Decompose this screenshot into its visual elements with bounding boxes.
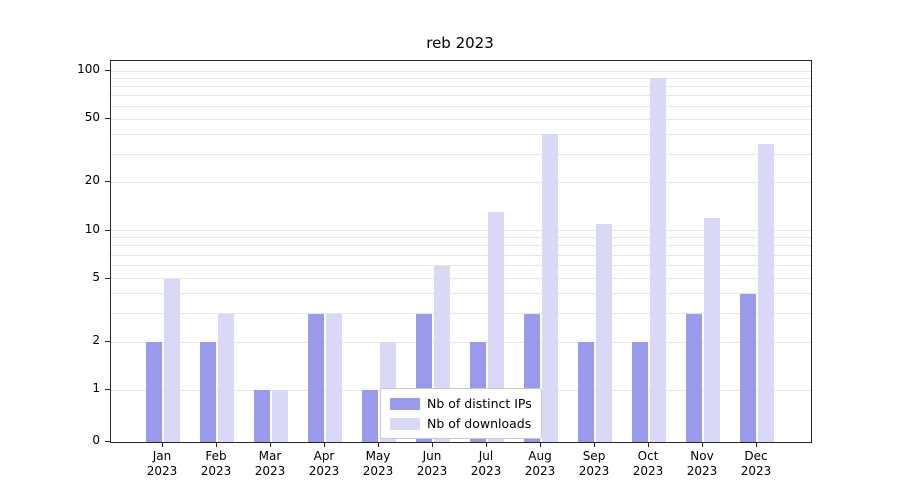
bar <box>218 313 234 442</box>
y-tick-label: 10 <box>84 221 100 236</box>
bar <box>254 390 270 442</box>
legend-label-downloads: Nb of downloads <box>427 416 532 431</box>
bar <box>488 212 504 442</box>
y-tick-label: 5 <box>92 269 100 284</box>
gridline <box>111 254 811 256</box>
gridline <box>111 95 811 97</box>
x-tick <box>378 442 379 447</box>
bar <box>758 143 774 442</box>
gridline <box>111 153 811 155</box>
y-tick-label: 0 <box>92 433 100 447</box>
bar <box>650 78 666 442</box>
y-tick <box>105 118 110 119</box>
x-tick <box>486 442 487 447</box>
x-tick <box>324 442 325 447</box>
gridline <box>111 230 811 231</box>
bar <box>632 342 648 442</box>
x-tick <box>216 442 217 447</box>
gridline <box>111 293 811 295</box>
gridline <box>111 341 811 343</box>
gridline <box>111 182 811 183</box>
gridline <box>111 118 811 120</box>
gridline <box>111 245 811 247</box>
x-tick <box>756 442 757 447</box>
x-tick-label: Aug 2023 <box>524 449 556 478</box>
y-tick-label: 1 <box>92 381 100 395</box>
x-tick <box>432 442 433 447</box>
y-tick-label: 20 <box>84 173 100 188</box>
bar <box>362 390 378 442</box>
bar <box>686 313 702 442</box>
legend-label-distinct-ips: Nb of distinct IPs <box>427 396 532 411</box>
x-tick <box>540 442 541 447</box>
x-tick <box>702 442 703 447</box>
gridline <box>111 105 811 107</box>
y-tick <box>105 229 110 231</box>
bar <box>272 390 288 442</box>
gridline <box>111 70 811 72</box>
x-tick-label: Jan 2023 <box>146 449 178 478</box>
bar <box>164 278 180 442</box>
gridline <box>111 313 811 315</box>
gridline <box>111 237 811 239</box>
bar <box>704 217 720 442</box>
y-tick <box>105 181 110 183</box>
y-tick-label: 100 <box>77 62 100 76</box>
legend-swatch-distinct-ips <box>390 397 420 410</box>
chart-title: reb 2023 <box>426 34 494 52</box>
x-tick-label: Nov 2023 <box>686 449 718 478</box>
plot-area <box>110 60 812 443</box>
gridline <box>111 265 811 267</box>
legend-item-downloads: Nb of downloads <box>390 415 532 432</box>
x-tick-label: Sep 2023 <box>578 449 610 478</box>
x-tick-label: Dec 2023 <box>740 449 772 478</box>
legend-item-distinct-ips: Nb of distinct IPs <box>390 395 532 412</box>
x-tick <box>270 442 271 447</box>
y-tick-label: 2 <box>92 332 100 347</box>
bar <box>740 293 756 442</box>
y-tick <box>105 70 110 71</box>
x-tick-label: Mar 2023 <box>254 449 286 478</box>
bar <box>146 342 162 442</box>
bar <box>326 313 342 442</box>
bar <box>200 342 216 442</box>
y-tick <box>105 277 110 279</box>
x-tick <box>648 442 649 447</box>
y-tick <box>105 441 110 442</box>
x-tick <box>162 442 163 447</box>
bar <box>542 134 558 442</box>
y-tick-label: 50 <box>84 110 100 124</box>
x-tick <box>594 442 595 447</box>
bar <box>596 223 612 442</box>
y-tick <box>105 389 110 390</box>
bar <box>578 342 594 442</box>
gridline <box>111 77 811 79</box>
gridline <box>111 85 811 87</box>
y-tick <box>105 340 110 342</box>
x-tick-label: Feb 2023 <box>200 449 232 478</box>
x-tick-label: May 2023 <box>362 449 394 478</box>
gridline <box>111 278 811 280</box>
legend-swatch-downloads <box>390 417 420 430</box>
gridline <box>111 133 811 135</box>
legend: Nb of distinct IPs Nb of downloads <box>380 388 542 439</box>
x-tick-label: Jul 2023 <box>470 449 502 478</box>
x-tick-label: Jun 2023 <box>416 449 448 478</box>
bar <box>308 313 324 442</box>
x-tick-label: Apr 2023 <box>308 449 340 478</box>
x-tick-label: Oct 2023 <box>632 449 664 478</box>
